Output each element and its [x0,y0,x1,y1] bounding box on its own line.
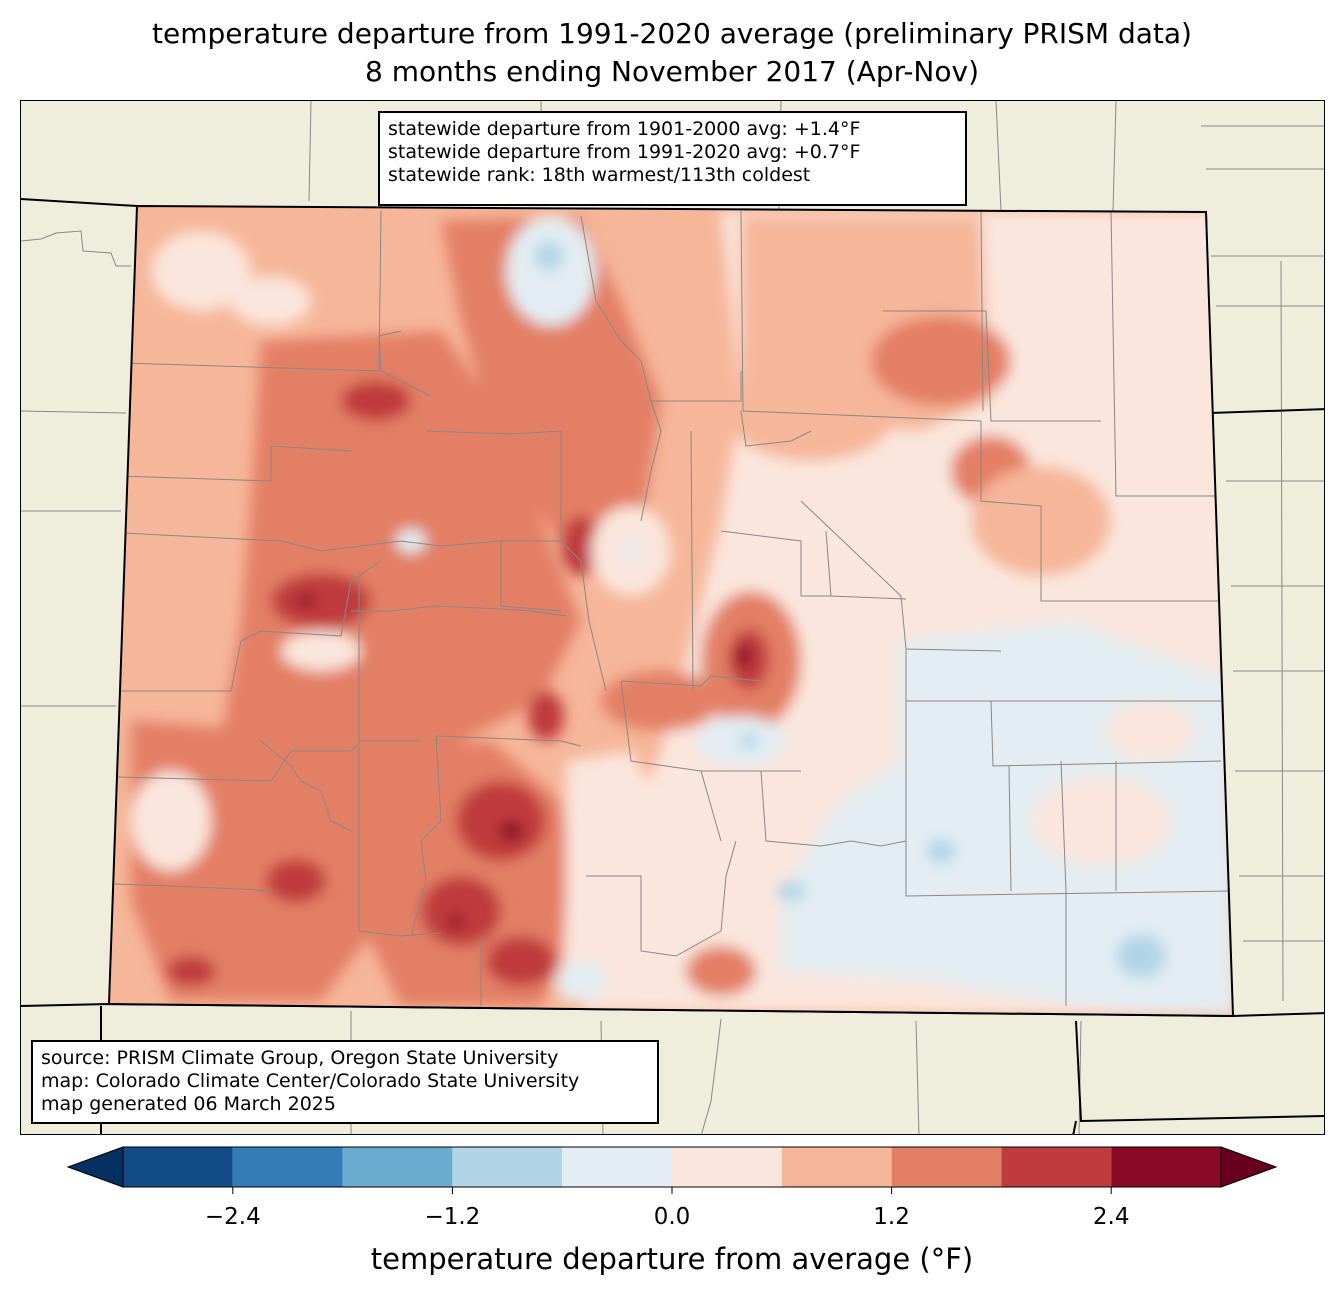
colorbar-bin [672,1147,782,1187]
stats-line-1991-2020: statewide departure from 1991-2020 avg: … [388,141,861,163]
colorbar [66,1146,1278,1194]
statewide-stats-box: statewide departure from 1901-2000 avg: … [378,111,967,206]
colorbar-bin [562,1147,672,1187]
map-title-line-2: 8 months ending November 2017 (Apr-Nov) [365,55,979,88]
colorbar-tick-label: 2.4 [1092,1204,1130,1230]
source-line-map: map: Colorado Climate Center/Colorado St… [41,1070,580,1092]
colorbar-bin [891,1147,1002,1187]
colorbar-bin [123,1147,233,1187]
source-line-generated: map generated 06 March 2025 [41,1093,336,1115]
colorbar-bin [781,1147,892,1187]
colorbar-bin [232,1147,343,1187]
colorado-temperature-map [21,101,1324,1134]
colorbar-bin [1111,1147,1221,1187]
colorbar-label: temperature departure from average (°F) [370,1242,974,1276]
colorbar-tick-label: −1.2 [424,1204,481,1230]
stats-line-1901-2000: statewide departure from 1901-2000 avg: … [388,118,861,140]
colorbar-bin [1001,1147,1112,1187]
source-box: source: PRISM Climate Group, Oregon Stat… [31,1040,659,1124]
colorbar-bin [342,1147,453,1187]
colorbar-tick-label: 1.2 [873,1204,910,1230]
colorbar-tick-label: −2.4 [204,1204,261,1230]
colorbar-bin [452,1147,563,1187]
colorado-border [107,204,1235,1018]
county-lines [114,210,1232,1006]
map-title-line-1: temperature departure from 1991-2020 ave… [152,17,1192,50]
colorbar-extend-low [66,1146,124,1188]
stats-line-rank: statewide rank: 18th warmest/113th colde… [388,164,811,186]
map-panel [20,100,1325,1135]
source-line-prism: source: PRISM Climate Group, Oregon Stat… [41,1047,559,1069]
colorbar-extend-high [1220,1146,1278,1188]
colorbar-tick-label: 0.0 [653,1204,691,1230]
temperature-field [109,206,1233,1016]
